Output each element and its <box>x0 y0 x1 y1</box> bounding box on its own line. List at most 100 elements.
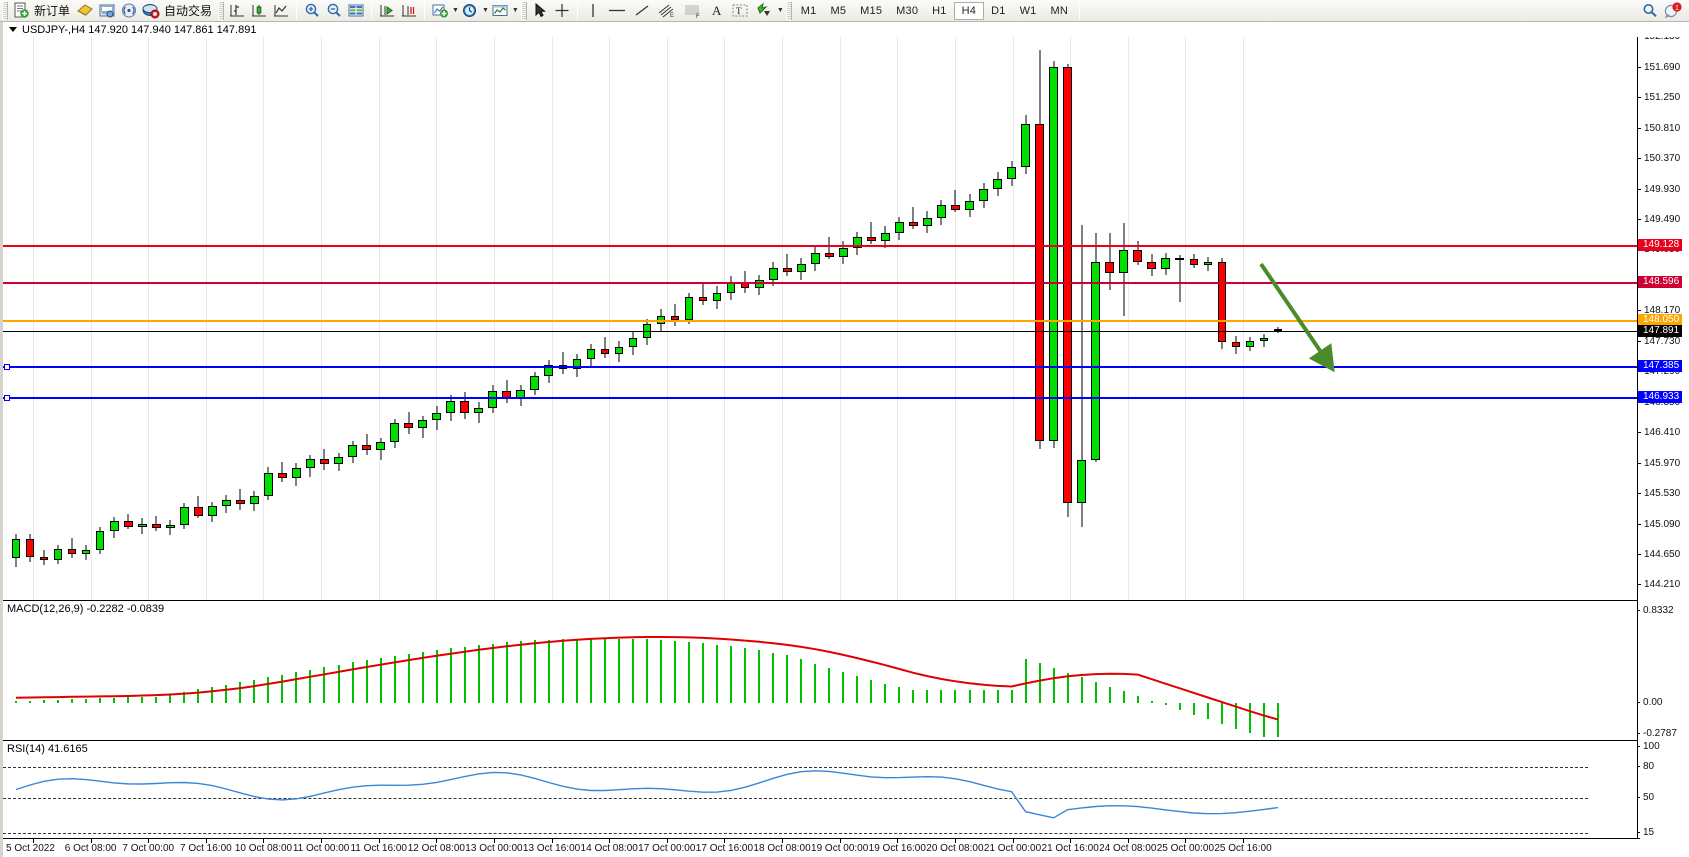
macd-histogram-bar <box>71 699 74 704</box>
candle-wick <box>71 537 73 559</box>
toolbar-grip-4[interactable] <box>785 1 792 20</box>
price-axis[interactable]: 152.130151.690151.250150.810150.370149.9… <box>1637 22 1689 838</box>
macd-histogram-bar <box>365 660 368 704</box>
level-drag-handle[interactable] <box>4 363 10 370</box>
alert-icon-button[interactable] <box>74 1 96 21</box>
notifications-icon-button[interactable]: 1 <box>1661 1 1685 21</box>
timeframe-button-d1[interactable]: D1 <box>991 4 1006 17</box>
time-tick <box>378 839 380 843</box>
price-level-line[interactable] <box>3 245 1640 248</box>
price-level-line[interactable] <box>3 330 1640 332</box>
time-axis-label: 21 Oct 16:00 <box>1041 843 1099 854</box>
macd-histogram-bar <box>589 638 592 704</box>
text-icon-button[interactable]: A <box>706 1 728 21</box>
macd-histogram-bar <box>1038 663 1041 704</box>
macd-histogram-bar <box>169 694 172 704</box>
chart-window[interactable]: USDJPY-,H4 147.920 147.940 147.861 147.8… <box>0 22 1689 857</box>
data-window-icon-button[interactable] <box>345 1 367 21</box>
shift-end-icon-button[interactable] <box>376 1 398 21</box>
vertical-line-icon-button[interactable] <box>582 1 604 21</box>
chart-collapse-triangle-icon[interactable] <box>9 27 17 32</box>
equidistant-channel-icon-button[interactable]: E <box>654 1 680 21</box>
candle-body <box>292 468 301 479</box>
vertical-gridline <box>782 22 784 600</box>
terminal-icon-button[interactable] <box>96 1 118 21</box>
price-tick-label: 151.690 <box>1638 62 1680 73</box>
price-level-chip[interactable]: 147.385 <box>1638 359 1683 372</box>
shapes-dropdown-caret-icon[interactable]: ▼ <box>776 7 784 14</box>
candle <box>530 22 540 600</box>
indicator-dropdown-caret-icon[interactable]: ▼ <box>452 7 459 14</box>
time-axis-label: 25 Oct 16:00 <box>1214 843 1272 854</box>
timeframe-button-h4[interactable]: H4 <box>953 1 985 20</box>
price-level-line[interactable] <box>3 394 1640 401</box>
timeframe-button-m1[interactable]: M1 <box>800 4 817 17</box>
price-level-chip[interactable]: 149.128 <box>1638 239 1683 252</box>
period-clock-icon-button[interactable] <box>459 1 481 21</box>
cursor-icon-button[interactable] <box>529 1 551 21</box>
price-level-line[interactable] <box>3 281 1640 284</box>
candle <box>404 22 413 600</box>
price-tick-label: 144.650 <box>1638 550 1680 560</box>
candlestick-chart-icon-button[interactable] <box>248 1 270 21</box>
level-drag-handle[interactable] <box>4 394 10 401</box>
time-axis-label: 7 Oct 16:00 <box>179 843 232 854</box>
bar-chart-icon-button[interactable] <box>226 1 248 21</box>
search-icon-button[interactable] <box>1639 1 1661 21</box>
fibonacci-icon-button[interactable]: F <box>680 1 706 21</box>
rsi-pane[interactable]: RSI(14) 41.6165 <box>3 740 1640 838</box>
macd-pane[interactable]: MACD(12,26,9) -0.2282 -0.0839 <box>3 600 1640 740</box>
macd-histogram-bar <box>996 689 999 704</box>
time-axis[interactable]: 5 Oct 2022 6 Oct 08:00 7 Oct 00:00 7 Oct 16… <box>3 838 1640 857</box>
text-label-icon-button[interactable]: T <box>728 1 752 21</box>
macd-histogram-bar <box>253 679 256 704</box>
candle <box>95 22 105 600</box>
time-axis-label: 17 Oct 16:00 <box>695 843 754 854</box>
price-level-chip[interactable]: 146.933 <box>1638 390 1683 403</box>
macd-histogram-bar <box>954 689 957 704</box>
add-indicator-icon-button[interactable] <box>429 1 451 21</box>
time-axis-label: 11 Oct 16:00 <box>350 843 407 854</box>
period-dropdown-caret-icon[interactable]: ▼ <box>481 7 489 14</box>
toolbar-grip-2[interactable] <box>218 1 225 20</box>
price-level-chip[interactable]: 148.050 <box>1638 313 1683 326</box>
macd-histogram-bar <box>1136 696 1139 704</box>
crosshair-icon-button[interactable] <box>551 1 573 21</box>
price-pane[interactable] <box>3 22 1640 600</box>
vertical-gridline <box>263 22 265 600</box>
auto-scroll-icon-button[interactable] <box>398 1 420 21</box>
templates-icon-button[interactable] <box>489 1 511 21</box>
trendline-icon-button[interactable] <box>630 1 654 21</box>
macd-histogram-bar <box>772 652 775 704</box>
macd-histogram-bar <box>1094 682 1097 704</box>
signals-icon-button[interactable] <box>118 1 140 21</box>
price-level-line[interactable] <box>3 319 1640 322</box>
macd-histogram-bar <box>884 683 887 704</box>
candle-wick <box>604 336 606 358</box>
new-order-button[interactable] <box>10 1 32 21</box>
zoom-in-icon-button[interactable] <box>301 1 323 21</box>
candle-body <box>1133 249 1143 263</box>
price-level-line[interactable] <box>3 363 1640 370</box>
candle-body <box>278 472 287 479</box>
timeframe-button-m15[interactable]: M15 <box>860 4 883 17</box>
price-tick-label: 149.490 <box>1638 214 1680 225</box>
price-level-chip[interactable]: 147.891 <box>1638 324 1683 337</box>
autotrading-icon-button[interactable] <box>140 1 162 21</box>
timeframe-button-mn[interactable]: MN <box>1050 4 1068 17</box>
templates-dropdown-caret-icon[interactable]: ▼ <box>511 7 519 14</box>
line-chart-icon-button[interactable] <box>270 1 292 21</box>
price-level-chip[interactable]: 148.596 <box>1638 275 1683 288</box>
zoom-out-icon-button[interactable] <box>323 1 345 21</box>
toolbar-grip[interactable] <box>2 1 8 20</box>
toolbar-grip-3[interactable] <box>520 1 527 20</box>
timeframe-button-h1[interactable]: H1 <box>932 4 947 17</box>
macd-tick-label: 0.00 <box>1637 698 1689 708</box>
timeframe-button-m5[interactable]: M5 <box>830 4 847 17</box>
macd-histogram-bar <box>491 643 494 704</box>
candle <box>824 22 834 600</box>
timeframe-button-m30[interactable]: M30 <box>896 4 919 17</box>
arrows-shapes-icon-button[interactable] <box>752 1 776 21</box>
horizontal-line-icon-button[interactable] <box>604 1 630 21</box>
timeframe-button-w1[interactable]: W1 <box>1019 4 1037 17</box>
